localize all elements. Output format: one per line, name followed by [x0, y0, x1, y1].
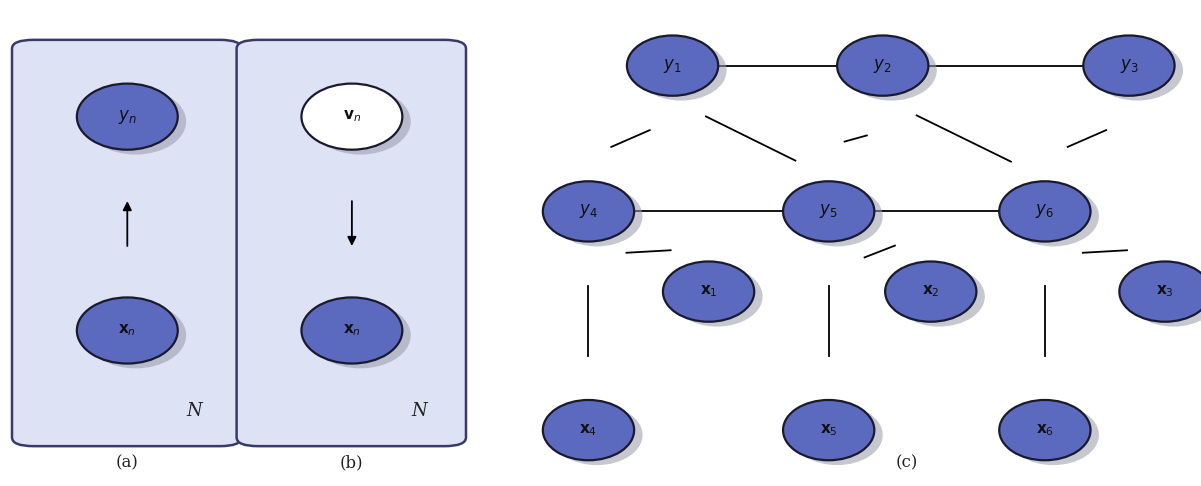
Text: (b): (b) [340, 454, 364, 471]
Ellipse shape [1092, 40, 1183, 101]
Text: $y_1$: $y_1$ [663, 56, 682, 75]
Ellipse shape [301, 297, 402, 364]
Text: N: N [411, 401, 428, 420]
Text: $\mathbf{x}_n$: $\mathbf{x}_n$ [119, 323, 136, 338]
Text: $\mathbf{x}_3$: $\mathbf{x}_3$ [1157, 284, 1173, 299]
Ellipse shape [783, 400, 874, 460]
Ellipse shape [1083, 35, 1175, 96]
Ellipse shape [791, 186, 883, 246]
Ellipse shape [543, 181, 634, 242]
Ellipse shape [1008, 186, 1099, 246]
Ellipse shape [846, 40, 937, 101]
FancyBboxPatch shape [237, 40, 466, 446]
Text: $\mathbf{x}_1$: $\mathbf{x}_1$ [700, 284, 717, 299]
Text: $\mathbf{x}_5$: $\mathbf{x}_5$ [820, 422, 837, 438]
Ellipse shape [663, 261, 754, 322]
Ellipse shape [635, 40, 727, 101]
Ellipse shape [894, 266, 985, 327]
Text: $y_3$: $y_3$ [1119, 56, 1139, 75]
Text: N: N [186, 401, 203, 420]
Text: $\mathbf{x}_6$: $\mathbf{x}_6$ [1035, 422, 1054, 438]
Text: $\mathbf{v}_n$: $\mathbf{v}_n$ [342, 109, 362, 124]
Ellipse shape [783, 181, 874, 242]
Ellipse shape [310, 302, 411, 368]
Ellipse shape [85, 88, 186, 155]
Ellipse shape [627, 35, 718, 96]
Ellipse shape [837, 35, 928, 96]
Ellipse shape [77, 297, 178, 364]
Ellipse shape [310, 88, 411, 155]
Text: (a): (a) [115, 454, 139, 471]
Ellipse shape [543, 400, 634, 460]
Text: $\mathbf{x}_n$: $\mathbf{x}_n$ [343, 323, 360, 338]
FancyBboxPatch shape [12, 40, 241, 446]
Ellipse shape [77, 84, 178, 150]
Ellipse shape [1008, 405, 1099, 465]
Text: $y_2$: $y_2$ [873, 56, 892, 75]
Ellipse shape [1128, 266, 1201, 327]
Text: $y_4$: $y_4$ [579, 202, 598, 221]
Text: $y_n$: $y_n$ [118, 107, 137, 126]
Ellipse shape [551, 186, 643, 246]
Text: $\mathbf{x}_2$: $\mathbf{x}_2$ [922, 284, 939, 299]
Text: $\mathbf{x}_4$: $\mathbf{x}_4$ [579, 422, 598, 438]
Ellipse shape [551, 405, 643, 465]
Ellipse shape [791, 405, 883, 465]
Ellipse shape [999, 181, 1091, 242]
Ellipse shape [999, 400, 1091, 460]
Ellipse shape [1119, 261, 1201, 322]
Ellipse shape [885, 261, 976, 322]
Ellipse shape [301, 84, 402, 150]
Text: (c): (c) [896, 454, 918, 471]
Ellipse shape [85, 302, 186, 368]
Text: $y_6$: $y_6$ [1035, 202, 1054, 221]
Text: $y_5$: $y_5$ [819, 202, 838, 221]
Ellipse shape [671, 266, 763, 327]
